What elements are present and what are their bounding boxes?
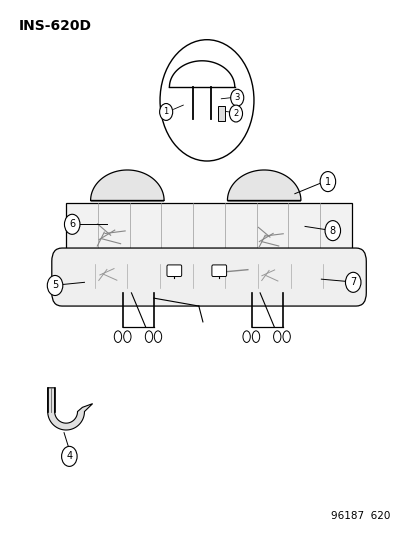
Polygon shape bbox=[90, 170, 164, 200]
Text: 8: 8 bbox=[329, 225, 335, 236]
FancyBboxPatch shape bbox=[52, 248, 366, 306]
FancyBboxPatch shape bbox=[211, 265, 226, 277]
FancyBboxPatch shape bbox=[166, 265, 181, 277]
Circle shape bbox=[159, 103, 172, 120]
Text: 1: 1 bbox=[324, 176, 330, 187]
Text: 96187  620: 96187 620 bbox=[331, 511, 390, 521]
Circle shape bbox=[62, 446, 77, 466]
Text: INS-620D: INS-620D bbox=[19, 19, 92, 33]
Ellipse shape bbox=[273, 331, 280, 342]
Text: 5: 5 bbox=[52, 280, 58, 290]
Ellipse shape bbox=[123, 331, 131, 342]
Circle shape bbox=[324, 221, 340, 241]
Ellipse shape bbox=[154, 331, 161, 342]
Circle shape bbox=[64, 214, 80, 235]
Circle shape bbox=[230, 90, 243, 106]
Circle shape bbox=[229, 105, 242, 122]
FancyBboxPatch shape bbox=[217, 106, 224, 122]
Ellipse shape bbox=[114, 331, 121, 342]
Text: 1: 1 bbox=[163, 108, 169, 116]
Text: 4: 4 bbox=[66, 451, 72, 462]
Ellipse shape bbox=[242, 331, 250, 342]
Ellipse shape bbox=[145, 331, 152, 342]
Polygon shape bbox=[66, 203, 351, 261]
Text: 3: 3 bbox=[234, 93, 239, 102]
Text: 2: 2 bbox=[233, 109, 238, 118]
Text: 7: 7 bbox=[349, 277, 356, 287]
Polygon shape bbox=[47, 388, 93, 430]
Circle shape bbox=[344, 272, 360, 292]
Circle shape bbox=[47, 276, 63, 295]
Ellipse shape bbox=[252, 331, 259, 342]
Circle shape bbox=[319, 172, 335, 191]
Circle shape bbox=[160, 39, 253, 161]
Polygon shape bbox=[227, 170, 300, 200]
Text: 6: 6 bbox=[69, 219, 75, 229]
Ellipse shape bbox=[282, 331, 290, 342]
